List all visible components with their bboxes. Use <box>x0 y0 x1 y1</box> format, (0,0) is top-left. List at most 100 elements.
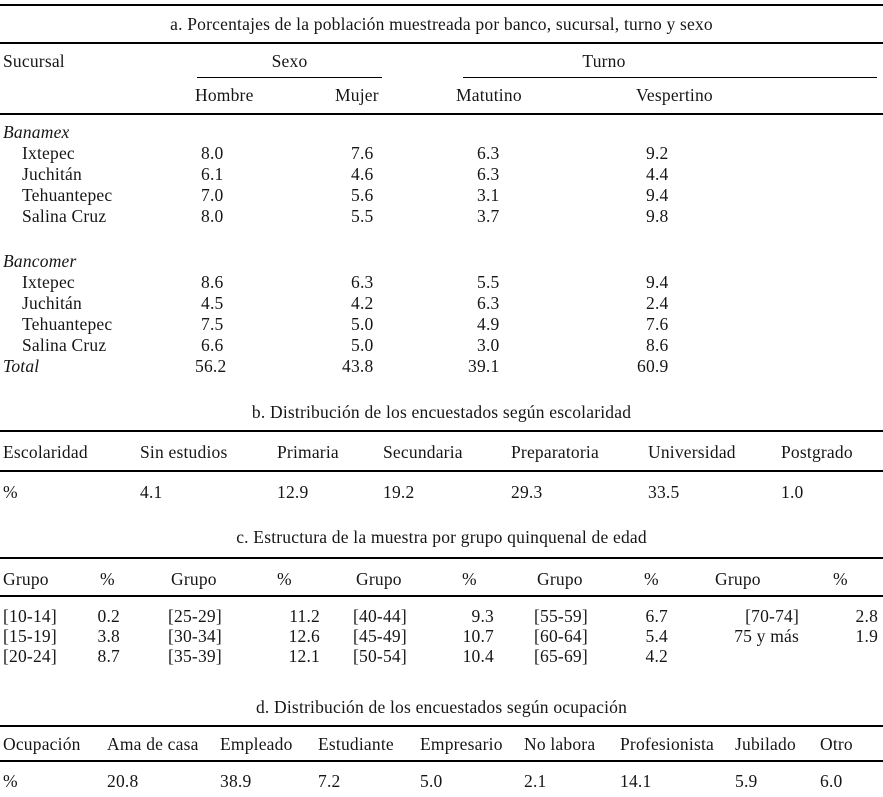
value-cell: 6.0 <box>817 761 883 797</box>
row-label-percent: % <box>3 482 18 502</box>
value-cell: 5.5 <box>477 272 500 292</box>
table-b-caption-row: b. Distribución de los encuestados según… <box>0 394 883 432</box>
column-header: Profesionista <box>617 726 732 762</box>
value-cell: 7.5 <box>201 314 224 334</box>
empty-cell <box>195 114 335 143</box>
branch-name: Juchitán <box>22 293 82 313</box>
table-d-caption-row: d. Distribución de los encuestados según… <box>0 688 883 727</box>
value-cell: 2.1 <box>521 761 617 797</box>
branch-name: Tehuantepec <box>22 314 113 334</box>
table-a-bank-branch: a. Porcentajes de la población muestread… <box>0 4 883 377</box>
column-header-matutino: Matutino <box>456 78 636 115</box>
value-cell: 6.1 <box>201 164 224 184</box>
value-cell: 6.7 <box>645 606 668 626</box>
spacer-cell <box>0 227 883 251</box>
value-cell: 9.2 <box>646 143 669 163</box>
value-cell: 9.8 <box>646 206 669 226</box>
total-row: Total 56.2 43.8 39.1 60.9 <box>0 356 883 377</box>
value-cell: 4.9 <box>477 314 500 334</box>
age-group-cell: [30-34] <box>168 626 222 646</box>
value-cell: 7.6 <box>351 143 374 163</box>
age-group-cell: [45-49] <box>353 626 407 646</box>
value-cell: 3.7 <box>477 206 500 226</box>
column-header-percent: % <box>830 558 883 597</box>
table-d-header-row: Ocupación Ama de casa Empleado Estudiante Em… <box>0 726 883 762</box>
value-cell: 5.4 <box>645 626 668 646</box>
branch-row: Juchitán 6.1 4.6 6.3 4.4 <box>0 164 883 185</box>
bank-section-row: Banamex <box>0 114 883 143</box>
age-group-cell: [35-39] <box>168 646 222 666</box>
age-group-cell: [10-14] <box>3 606 57 626</box>
column-header-percent: % <box>459 558 534 597</box>
total-value-cell: 43.8 <box>342 356 374 376</box>
value-cell: 12.6 <box>288 626 320 646</box>
table-a-caption-row: a. Porcentajes de la población muestread… <box>0 5 883 44</box>
branch-row: Tehuantepec 7.0 5.6 3.1 9.4 <box>0 185 883 206</box>
value-cell: 12.1 <box>288 646 320 666</box>
value-cell: 14.1 <box>617 761 732 797</box>
value-cell: 4.2 <box>351 293 374 313</box>
branch-row: Tehuantepec 7.5 5.0 4.9 7.6 <box>0 314 883 335</box>
branch-name: Ixtepec <box>22 143 75 163</box>
table-c-edad: c. Estructura de la muestra por grupo qu… <box>0 517 883 666</box>
age-group-cell: [50-54] <box>353 646 407 666</box>
column-header: Universidad <box>645 431 778 472</box>
value-cell: 1.9 <box>855 626 879 646</box>
value-cell: 20.8 <box>104 761 217 797</box>
value-cell: 9.4 <box>646 185 669 205</box>
value-cell: 8.6 <box>201 272 224 292</box>
value-cell: 9.3 <box>471 606 494 626</box>
value-cell: 12.9 <box>277 482 309 502</box>
value-cell: 5.0 <box>351 335 374 355</box>
bank-name: Bancomer <box>3 251 77 271</box>
age-group-cell: [20-24] <box>3 646 57 666</box>
column-header: Jubilado <box>732 726 817 762</box>
age-group-row: [20-24] 8.7 [35-39] 12.1 [50-54] 10.4 [65-69] 4… <box>0 646 883 666</box>
value-cell: 4.4 <box>646 164 669 184</box>
branch-row: Salina Cruz 8.0 5.5 3.7 9.8 <box>0 206 883 227</box>
bank-name: Banamex <box>3 122 70 142</box>
value-cell: 6.3 <box>477 293 500 313</box>
group-header-cell-turno: Turno <box>456 43 883 78</box>
table-c-title: c. Estructura de la muestra por grupo qu… <box>0 517 883 559</box>
bank-section-row: Bancomer <box>0 251 883 272</box>
value-cell: 5.9 <box>732 761 817 797</box>
value-cell: 5.0 <box>351 314 374 334</box>
table-c-caption-row: c. Estructura de la muestra por grupo qu… <box>0 517 883 559</box>
empty-cell <box>456 114 636 143</box>
column-header-grupo: Grupo <box>534 558 641 597</box>
group-header-cell-sexo: Sexo <box>195 43 456 78</box>
column-header-hombre: Hombre <box>195 78 335 115</box>
table-d-ocupacion: d. Distribución de los encuestados según… <box>0 688 883 797</box>
empty-cell <box>636 114 883 143</box>
age-group-cell: [15-19] <box>3 626 57 646</box>
column-header-grupo: Grupo <box>712 558 830 597</box>
empty-cell <box>195 251 335 272</box>
branch-name: Salina Cruz <box>22 206 107 226</box>
table-c-body: [10-14] 0.2 [25-29] 11.2 [40-44] 9.3 [55-59] 6.… <box>0 596 883 666</box>
value-cell: 19.2 <box>383 482 415 502</box>
value-cell: 6.3 <box>477 143 500 163</box>
value-cell: 3.0 <box>477 335 500 355</box>
empty-cell <box>636 251 883 272</box>
value-cell: 4.5 <box>201 293 224 313</box>
total-value-cell: 56.2 <box>195 356 227 376</box>
table-b-data-row: % 4.1 12.9 19.2 29.3 33.5 1.0 <box>0 471 883 510</box>
value-cell <box>830 646 883 666</box>
value-cell: 3.8 <box>97 626 120 646</box>
age-group-cell <box>712 646 830 666</box>
value-cell: 5.0 <box>417 761 521 797</box>
branch-name: Salina Cruz <box>22 335 107 355</box>
value-cell: 10.7 <box>462 626 494 646</box>
column-header-vespertino: Vespertino <box>636 78 883 115</box>
branch-name: Ixtepec <box>22 272 75 292</box>
value-cell: 7.0 <box>201 185 224 205</box>
table-d-title: d. Distribución de los encuestados según… <box>0 688 883 727</box>
value-cell: 33.5 <box>648 482 680 502</box>
value-cell: 6.3 <box>351 272 374 292</box>
column-header: Empleado <box>217 726 315 762</box>
value-cell: 0.2 <box>97 606 120 626</box>
value-cell: 6.3 <box>477 164 500 184</box>
value-cell: 5.6 <box>351 185 374 205</box>
age-group-row: [10-14] 0.2 [25-29] 11.2 [40-44] 9.3 [55-59] 6.… <box>0 596 883 626</box>
